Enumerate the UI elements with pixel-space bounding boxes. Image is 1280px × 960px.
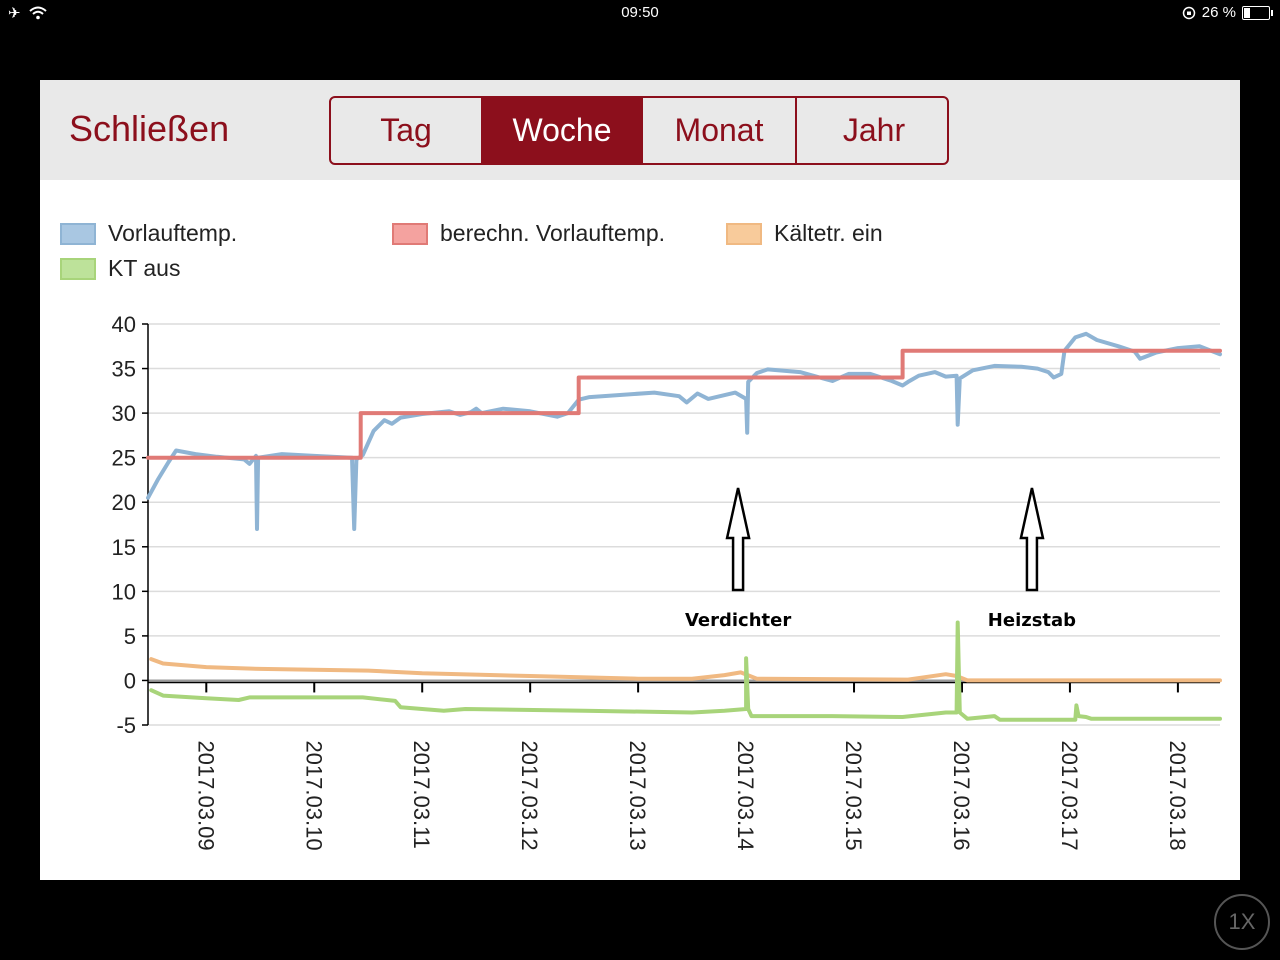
series-line-1 bbox=[146, 348, 1222, 460]
chart-window: Schließen Tag Woche Monat Jahr Vorlaufte… bbox=[40, 80, 1240, 880]
y-tick-label: 5 bbox=[124, 624, 136, 649]
x-tick-label: 2017.03.13 bbox=[625, 740, 650, 850]
top-bar: Schließen Tag Woche Monat Jahr bbox=[40, 80, 1240, 180]
line-chart: 40 35 30 25 20 15 10 5 0 -5 2017.03.09 2017.03.10 2… bbox=[112, 312, 1222, 851]
airplane-mode-icon: ✈ bbox=[8, 5, 21, 22]
legend-item-berechn-vorlauftemp[interactable]: berechn. Vorlauftemp. bbox=[392, 220, 665, 247]
legend-label: Vorlauftemp. bbox=[108, 220, 238, 246]
x-tick-label: 2017.03.15 bbox=[841, 740, 866, 850]
x-tick-label: 2017.03.14 bbox=[733, 740, 758, 850]
zoom-button[interactable]: 1X bbox=[1214, 894, 1270, 950]
legend-swatch bbox=[726, 222, 762, 245]
x-tick-label: 2017.03.11 bbox=[409, 740, 434, 848]
y-tick-label: 15 bbox=[112, 535, 136, 560]
period-selector: Tag Woche Monat Jahr bbox=[329, 96, 949, 165]
series-line-3 bbox=[149, 620, 1222, 722]
x-tick-label: 2017.03.10 bbox=[301, 740, 326, 850]
tab-jahr[interactable]: Jahr bbox=[842, 112, 906, 148]
legend-label: Kältetr. ein bbox=[774, 220, 883, 246]
x-tick-label: 2017.03.09 bbox=[193, 740, 218, 850]
arrow-up-icon bbox=[725, 487, 751, 592]
x-tick-label: 2017.03.16 bbox=[949, 740, 974, 850]
wifi-icon bbox=[28, 6, 47, 20]
tab-tag[interactable]: Tag bbox=[331, 98, 483, 163]
y-tick-label: 25 bbox=[112, 446, 136, 471]
y-tick-label: 0 bbox=[124, 668, 136, 693]
tab-monat[interactable]: Monat bbox=[643, 98, 797, 163]
y-tick-label: 35 bbox=[112, 357, 136, 382]
legend-item-kaeltetr-ein[interactable]: Kältetr. ein bbox=[726, 220, 883, 247]
x-tick-label: 2017.03.12 bbox=[517, 740, 542, 850]
y-tick-label: 30 bbox=[112, 401, 136, 426]
battery-percent: 26 % bbox=[1201, 4, 1236, 21]
y-tick-label: 20 bbox=[112, 490, 136, 515]
legend-item-vorlauftemp[interactable]: Vorlauftemp. bbox=[60, 220, 237, 247]
legend-label: KT aus bbox=[108, 255, 181, 281]
tab-woche[interactable]: Woche bbox=[483, 98, 643, 163]
legend-swatch bbox=[392, 222, 428, 245]
y-tick-label: 40 bbox=[112, 312, 136, 337]
y-tick-label: -5 bbox=[116, 713, 136, 738]
annotation-label: Heizstab bbox=[988, 610, 1076, 631]
x-tick-label: 2017.03.17 bbox=[1057, 740, 1082, 850]
status-time: 09:50 bbox=[621, 4, 659, 21]
battery-icon bbox=[1242, 5, 1273, 20]
arrow-up-icon bbox=[1019, 487, 1045, 592]
orientation-lock-icon bbox=[1182, 6, 1196, 19]
close-button[interactable]: Schließen bbox=[69, 108, 230, 149]
status-left: ✈ bbox=[8, 4, 47, 22]
legend-swatch bbox=[60, 222, 96, 245]
x-tick-label: 2017.03.18 bbox=[1165, 740, 1190, 850]
legend-item-kt-aus[interactable]: KT aus bbox=[60, 255, 180, 282]
y-tick-label: 10 bbox=[112, 579, 136, 604]
series-line-2 bbox=[149, 657, 1222, 683]
status-bar: ✈ 09:50 26 % bbox=[0, 0, 1280, 26]
annotation-label: Verdichter bbox=[685, 610, 791, 631]
legend-label: berechn. Vorlauftemp. bbox=[440, 220, 666, 246]
legend-swatch bbox=[60, 257, 96, 280]
status-right: 26 % bbox=[1182, 4, 1273, 21]
series-line-0 bbox=[146, 331, 1222, 531]
